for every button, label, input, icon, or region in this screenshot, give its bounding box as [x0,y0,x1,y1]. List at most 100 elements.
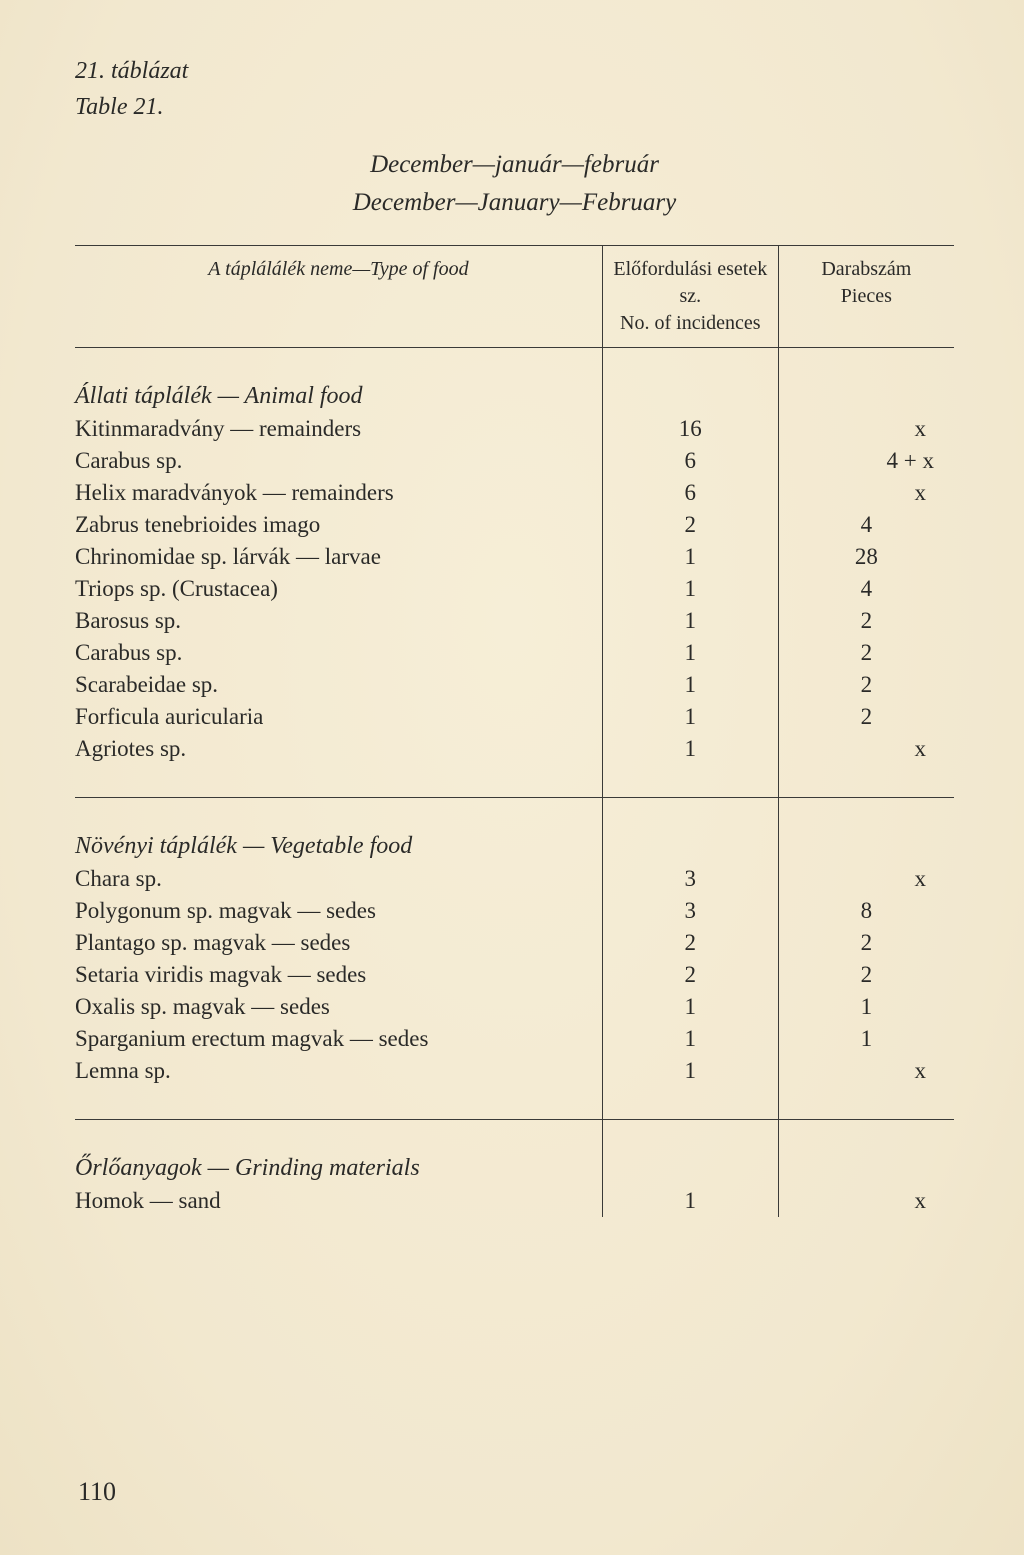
food-pc: 2 [778,637,954,669]
food-pc: 28 [778,541,954,573]
food-name: Chrinomidae sp. lárvák — larvae [75,541,602,573]
food-inc: 1 [602,669,778,701]
food-pc: 2 [778,669,954,701]
spacer-row [75,1087,954,1120]
table-row: Sparganium erectum magvak — sedes 1 1 [75,1023,954,1055]
food-pc: 8 [778,895,954,927]
food-inc: 3 [602,863,778,895]
food-name: Chara sp. [75,863,602,895]
food-inc: 2 [602,509,778,541]
food-table: A táplálálék neme—Type of food Előfordul… [75,245,954,1217]
food-name: Oxalis sp. magvak — sedes [75,991,602,1023]
spacer-row [75,348,954,381]
food-inc: 1 [602,605,778,637]
table-row: Chrinomidae sp. lárvák — larvae 1 28 [75,541,954,573]
food-name: Triops sp. (Crustacea) [75,573,602,605]
title-hu: December—január—február [75,146,954,184]
food-inc: 3 [602,895,778,927]
food-pc: 2 [778,605,954,637]
food-name: Sparganium erectum magvak — sedes [75,1023,602,1055]
table-row: Polygonum sp. magvak — sedes 3 8 [75,895,954,927]
food-name: Homok — sand [75,1185,602,1217]
food-name: Plantago sp. magvak — sedes [75,927,602,959]
food-name: Agriotes sp. [75,733,602,765]
page-number: 110 [78,1477,116,1507]
food-name: Scarabeidae sp. [75,669,602,701]
table-row: Forficula auricularia 1 2 [75,701,954,733]
table-label-hu: 21. táblázat [75,55,954,89]
title-en: December—January—February [75,184,954,222]
food-inc: 16 [602,413,778,445]
spacer-row [75,765,954,798]
food-pc: x [778,1055,954,1087]
food-inc: 1 [602,1185,778,1217]
food-pc: 4 [778,509,954,541]
table-row: Barosus sp. 1 2 [75,605,954,637]
food-name: Polygonum sp. magvak — sedes [75,895,602,927]
food-inc: 1 [602,1055,778,1087]
food-inc: 6 [602,445,778,477]
food-pc: 2 [778,927,954,959]
food-pc: x [778,733,954,765]
table-row: Chara sp. 3 x [75,863,954,895]
food-name: Forficula auricularia [75,701,602,733]
table-row: Triops sp. (Crustacea) 1 4 [75,573,954,605]
section-grinding-title: Őrlőanyagok — Grinding materials [75,1152,602,1185]
food-name: Zabrus tenebrioides imago [75,509,602,541]
food-name: Kitinmaradvány — remainders [75,413,602,445]
food-pc: 1 [778,1023,954,1055]
food-inc: 1 [602,1023,778,1055]
food-pc: 2 [778,959,954,991]
table-row: Oxalis sp. magvak — sedes 1 1 [75,991,954,1023]
food-pc: 1 [778,991,954,1023]
section-animal-title: Állati táplálék — Animal food [75,380,602,413]
section-vegetable-title: Növényi táplálék — Vegetable food [75,830,602,863]
table-row: Kitinmaradvány — remainders 16 x [75,413,954,445]
food-name: Helix maradványok — remainders [75,477,602,509]
header-incidences-line1: Előfordulási esetek sz. [613,258,767,307]
food-name: Setaria viridis magvak — sedes [75,959,602,991]
table-row: Zabrus tenebrioides imago 2 4 [75,509,954,541]
header-pieces-line2: Pieces [841,285,892,307]
food-inc: 2 [602,927,778,959]
header-pieces-line1: Darabszám [821,258,911,280]
food-pc: 2 [778,701,954,733]
table-row: Carabus sp. 6 4 + x [75,445,954,477]
table-row: Agriotes sp. 1 x [75,733,954,765]
food-inc: 1 [602,733,778,765]
table-row: Homok — sand 1 x [75,1185,954,1217]
header-type: A táplálálék neme—Type of food [75,246,602,348]
food-inc: 1 [602,701,778,733]
page-container: 21. táblázat Table 21. December—január—f… [0,0,1024,1555]
food-name: Barosus sp. [75,605,602,637]
food-name: Lemna sp. [75,1055,602,1087]
food-inc: 1 [602,637,778,669]
table-row: Carabus sp. 1 2 [75,637,954,669]
food-inc: 1 [602,991,778,1023]
food-pc: 4 [778,573,954,605]
section-grinding-title-row: Őrlőanyagok — Grinding materials [75,1152,954,1185]
food-inc: 1 [602,541,778,573]
food-inc: 1 [602,573,778,605]
table-row: Setaria viridis magvak — sedes 2 2 [75,959,954,991]
table-label-en: Table 21. [75,91,954,125]
food-inc: 6 [602,477,778,509]
food-name: Carabus sp. [75,445,602,477]
food-pc: x [778,863,954,895]
header-pieces: Darabszám Pieces [778,246,954,348]
table-header-row: A táplálálék neme—Type of food Előfordul… [75,246,954,348]
section-vegetable-title-row: Növényi táplálék — Vegetable food [75,830,954,863]
table-row: Scarabeidae sp. 1 2 [75,669,954,701]
title-block: December—január—február December—January… [75,146,954,221]
food-pc: x [778,413,954,445]
food-pc: x [778,1185,954,1217]
header-incidences-line2: No. of incidences [620,312,761,334]
food-pc: 4 + x [778,445,954,477]
table-row: Plantago sp. magvak — sedes 2 2 [75,927,954,959]
food-inc: 2 [602,959,778,991]
table-row: Lemna sp. 1 x [75,1055,954,1087]
section-animal-title-row: Állati táplálék — Animal food [75,380,954,413]
spacer-row [75,1120,954,1152]
spacer-row [75,798,954,830]
food-pc: x [778,477,954,509]
